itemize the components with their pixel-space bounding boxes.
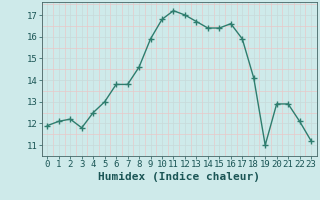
X-axis label: Humidex (Indice chaleur): Humidex (Indice chaleur) xyxy=(98,172,260,182)
